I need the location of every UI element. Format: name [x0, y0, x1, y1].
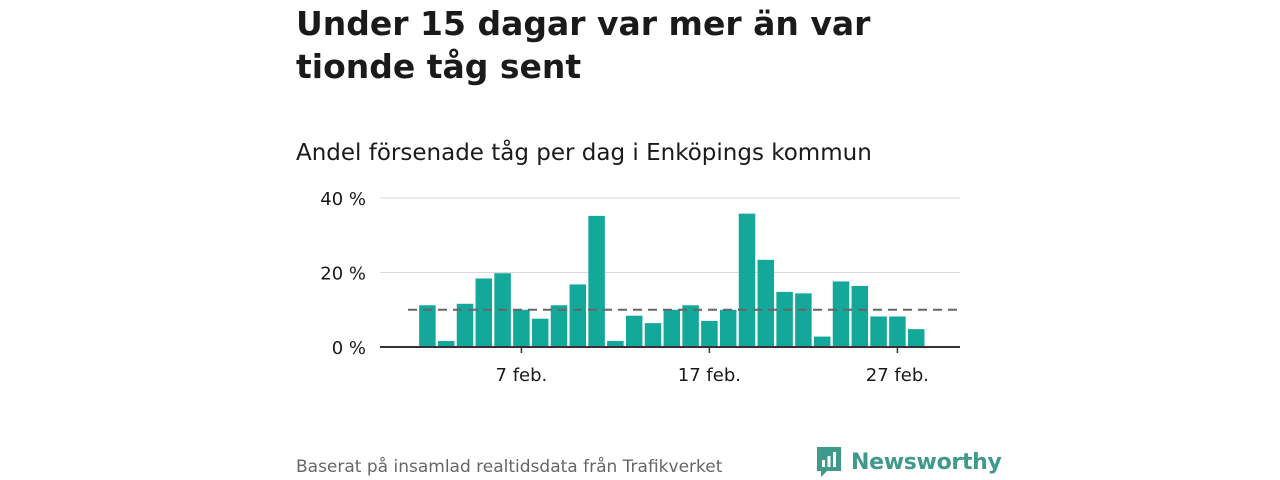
bar [776, 291, 793, 347]
bar [569, 284, 587, 347]
bar [663, 309, 681, 347]
bar [513, 309, 530, 347]
bar [795, 293, 812, 347]
bars [419, 213, 925, 347]
bar [851, 285, 869, 347]
y-tick-label: 20 % [320, 264, 366, 285]
bar [475, 278, 493, 347]
bar [531, 318, 549, 347]
bar [719, 309, 737, 347]
y-tick-label: 40 % [320, 189, 366, 210]
bar [738, 213, 756, 347]
bar [682, 305, 699, 347]
bar [550, 305, 568, 347]
bar [437, 341, 455, 347]
bar [832, 281, 850, 347]
brand-logo: Newsworthy [815, 445, 1002, 479]
bar [701, 320, 718, 347]
bar [607, 341, 624, 347]
bar [813, 336, 831, 347]
bar [419, 305, 436, 347]
grid-lines [380, 197, 960, 273]
chart-subtitle: Andel försenade tåg per dag i Enköpings … [296, 140, 872, 166]
bar [889, 316, 906, 347]
bar [644, 323, 662, 347]
x-tick-label: 27 feb. [866, 365, 929, 386]
bar [907, 329, 925, 347]
y-tick-label: 0 % [332, 338, 366, 359]
source-note: Baserat på insamlad realtidsdata från Tr… [296, 457, 723, 477]
bar [757, 259, 775, 347]
bar [588, 215, 605, 347]
bar [870, 316, 887, 347]
brand-name: Newsworthy [851, 449, 1002, 475]
bar [456, 303, 474, 347]
newsworthy-logo-icon [817, 447, 841, 477]
x-tick-label: 17 feb. [678, 365, 741, 386]
bar [625, 315, 643, 347]
axes: 0 % 20 % 40 % 7 feb. 17 feb. 27 feb. [320, 189, 960, 386]
x-tick-label: 7 feb. [496, 365, 548, 386]
chart-title: Under 15 dagar var mer än var tionde tåg… [296, 4, 871, 86]
